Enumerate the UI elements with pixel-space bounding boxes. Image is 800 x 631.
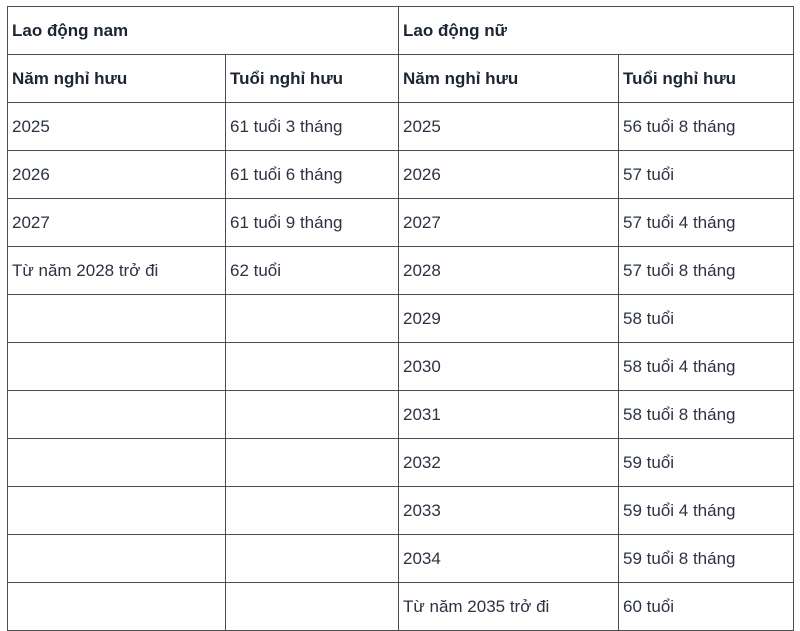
- table-cell: 61 tuổi 3 tháng: [224, 102, 400, 151]
- table-cell: [224, 390, 400, 439]
- table-body: Lao động nam Lao động nữ Năm nghỉ hưu Tu…: [6, 6, 795, 631]
- table-row: 2032 59 tuổi: [7, 438, 795, 487]
- table-cell: [7, 582, 226, 631]
- table-cell: 2027: [398, 198, 620, 247]
- table-cell: [224, 486, 400, 535]
- table-cell: [7, 438, 226, 487]
- retirement-age-table-container: Lao động nam Lao động nữ Năm nghỉ hưu Tu…: [6, 6, 795, 631]
- table-cell: 2031: [398, 390, 620, 439]
- table-row: 2026 61 tuổi 6 tháng 2026 57 tuổi: [7, 150, 795, 199]
- table-cell: [7, 390, 226, 439]
- table-cell: [7, 294, 226, 343]
- table-cell: 2034: [398, 534, 620, 583]
- table-row: 2031 58 tuổi 8 tháng: [7, 390, 795, 439]
- table-cell: 58 tuổi 4 tháng: [618, 342, 795, 391]
- table-row: 2029 58 tuổi: [7, 294, 795, 343]
- table-cell: 57 tuổi 4 tháng: [618, 198, 795, 247]
- table-cell: 2028: [398, 246, 620, 295]
- table-cell: 61 tuổi 9 tháng: [224, 198, 400, 247]
- table-cell: [7, 534, 226, 583]
- table-cell: [224, 342, 400, 391]
- table-row: 2033 59 tuổi 4 tháng: [7, 486, 795, 535]
- table-cell: 56 tuổi 8 tháng: [618, 102, 795, 151]
- table-cell: [7, 486, 226, 535]
- section-header-male: Lao động nam: [6, 6, 400, 55]
- table-cell: 2026: [398, 150, 620, 199]
- table-cell: 59 tuổi 4 tháng: [618, 486, 795, 535]
- table-cell: [224, 534, 400, 583]
- table-cell: 62 tuổi: [224, 246, 400, 295]
- table-cell: 58 tuổi: [618, 294, 795, 343]
- column-header-female-age: Tuổi nghỉ hưu: [618, 54, 795, 103]
- section-header-row: Lao động nam Lao động nữ: [6, 6, 795, 55]
- table-cell: 2026: [7, 150, 226, 199]
- table-cell: 57 tuổi: [618, 150, 795, 199]
- table-cell: 2029: [398, 294, 620, 343]
- table-cell: 60 tuổi: [618, 582, 795, 631]
- table-cell: 2032: [398, 438, 620, 487]
- section-header-female: Lao động nữ: [398, 6, 795, 55]
- table-cell: Từ năm 2035 trở đi: [398, 582, 620, 631]
- table-row: 2034 59 tuổi 8 tháng: [7, 534, 795, 583]
- table-row: 2027 61 tuổi 9 tháng 2027 57 tuổi 4 tháng: [7, 198, 795, 247]
- table-row: Từ năm 2028 trở đi 62 tuổi 2028 57 tuổi 8 t…: [7, 246, 795, 295]
- table-cell: 2030: [398, 342, 620, 391]
- column-header-male-year: Năm nghỉ hưu: [7, 54, 226, 103]
- table-cell: 2033: [398, 486, 620, 535]
- column-header-female-year: Năm nghỉ hưu: [398, 54, 620, 103]
- table-cell: [224, 294, 400, 343]
- table-row: 2025 61 tuổi 3 tháng 2025 56 tuổi 8 tháng: [7, 102, 795, 151]
- table-cell: 59 tuổi 8 tháng: [618, 534, 795, 583]
- table-cell: 58 tuổi 8 tháng: [618, 390, 795, 439]
- column-header-male-age: Tuổi nghỉ hưu: [224, 54, 400, 103]
- table-cell: [224, 582, 400, 631]
- table-cell: 2025: [398, 102, 620, 151]
- table-cell: 2027: [7, 198, 226, 247]
- retirement-age-table: Lao động nam Lao động nữ Năm nghỉ hưu Tu…: [6, 6, 795, 631]
- table-cell: 59 tuổi: [618, 438, 795, 487]
- table-cell: 61 tuổi 6 tháng: [224, 150, 400, 199]
- table-cell: 2025: [7, 102, 226, 151]
- table-row: 2030 58 tuổi 4 tháng: [7, 342, 795, 391]
- table-cell: [7, 342, 226, 391]
- table-cell: [224, 438, 400, 487]
- column-header-row: Năm nghỉ hưu Tuổi nghỉ hưu Năm nghỉ hưu …: [7, 54, 795, 103]
- table-row: Từ năm 2035 trở đi 60 tuổi: [7, 582, 795, 631]
- table-cell: 57 tuổi 8 tháng: [618, 246, 795, 295]
- table-cell: Từ năm 2028 trở đi: [7, 246, 226, 295]
